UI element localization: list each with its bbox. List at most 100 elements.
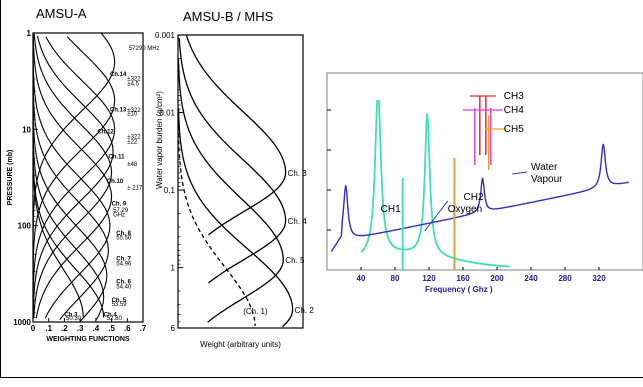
amsu-a-label-ch-9: Ch. 9 bbox=[112, 202, 127, 208]
spectrum-x-tick-label: 80 bbox=[391, 274, 400, 283]
amsu-a-y-tick-label: 10 bbox=[22, 125, 31, 134]
amsu-a-annotation: 53.59 bbox=[112, 302, 128, 308]
amsu-a-series-ch-13 bbox=[32, 36, 116, 274]
amsu-a-series-ch-14 bbox=[32, 32, 116, 236]
spectrum-x-tick-label: 320 bbox=[592, 274, 606, 283]
amsu-a-annotation: GHz bbox=[113, 212, 125, 218]
spectrum-series-oxygen-label: Oxygen bbox=[448, 204, 482, 215]
amsu-b-series-ch-4 bbox=[178, 38, 287, 284]
spectrum-x-tick-label: 40 bbox=[357, 274, 366, 283]
amsu-a-series-ch-3 bbox=[32, 144, 84, 318]
amsu-a-series-ch-11 bbox=[32, 35, 114, 320]
spectrum-channel-ch2-label: CH2 bbox=[464, 192, 484, 203]
amsu-a-label-ch-6: Ch. 6 bbox=[116, 280, 131, 286]
amsu-a-annotation: 54.40 bbox=[116, 285, 132, 291]
amsu-a-annotation: ±322 bbox=[127, 108, 141, 114]
amsu-b-y-tick-label: 0.1 bbox=[164, 186, 176, 195]
amsu-a-label-ch-5: Ch. 5 bbox=[112, 298, 127, 304]
amsu-a-y-tick-label: 100 bbox=[18, 222, 32, 231]
amsu-b-axes-frame bbox=[177, 34, 304, 329]
amsu-a-label-ch-14: Ch.14 bbox=[110, 72, 127, 78]
amsu-a-x-tick-label: 0 bbox=[31, 324, 36, 333]
amsu-b-series-ch-2 bbox=[177, 108, 294, 328]
spectrum-channel-ch4-label: CH4 bbox=[504, 105, 524, 116]
amsu-a-x-tick-label: .1 bbox=[45, 324, 52, 333]
spectrum-series-water-vapour-label: Water Vapour bbox=[531, 162, 563, 185]
amsu-a-label-ch-8: Ch. 8 bbox=[116, 231, 131, 237]
frame-bottom-border bbox=[0, 377, 643, 378]
amsu-a-label-ch-12: Ch.12 bbox=[97, 129, 114, 135]
amsu-b-label-ch-4: Ch. 4 bbox=[288, 217, 308, 226]
amsu-a-series-ch-10 bbox=[33, 33, 113, 317]
amsu-b-y-tick-label: 1 bbox=[171, 264, 176, 273]
amsu-b-label-ch-2: Ch. 2 bbox=[295, 306, 315, 315]
spectrum-x-axis-label: Frequency ( Ghz ) bbox=[425, 285, 493, 294]
amsu-a-annotation: ±10 bbox=[127, 112, 138, 118]
amsu-a-x-axis-label: WEIGHTING FUNCTIONS bbox=[46, 336, 130, 343]
amsu-a-axes-frame bbox=[32, 32, 144, 323]
amsu-a-series-ch-6 bbox=[32, 102, 108, 323]
amsu-a-label-ch-13: Ch.13 bbox=[110, 107, 127, 113]
spectrum-x-tick-label: 120 bbox=[422, 274, 436, 283]
amsu-b-y-tick-label: 0.01 bbox=[159, 109, 175, 118]
amsu-a-annotation: 54.96 bbox=[116, 262, 132, 268]
amsu-a-series-ch-12 bbox=[32, 36, 116, 303]
amsu-b-series-ch-5 bbox=[177, 58, 284, 323]
spectrum-x-tick-label: 160 bbox=[456, 274, 470, 283]
spectrum-series-oxygen bbox=[360, 100, 510, 268]
amsu-a-x-tick-label: .4 bbox=[93, 324, 100, 333]
amsu-b-label-ch-3: Ch. 3 bbox=[288, 169, 308, 178]
amsu-a-y-tick-label: 1000 bbox=[13, 318, 31, 327]
amsu-a-annotation: ±322 bbox=[127, 76, 141, 82]
amsu-b-y-axis-label: Water vapor burden (g/cm²) bbox=[155, 91, 164, 189]
amsu-a-label-ch-4: Ch.4 bbox=[104, 313, 118, 319]
amsu-b-x-axis-label: Weight (arbitrary units) bbox=[200, 340, 281, 349]
amsu-a-annotation: ± 217 bbox=[127, 185, 143, 191]
amsu-a-label-ch-10: Ch.10 bbox=[107, 179, 124, 185]
spectrum-series-water-vapour bbox=[330, 143, 629, 252]
amsu-a-annotation: ±22 bbox=[127, 139, 138, 145]
amsu-a-annotation: 52.80 bbox=[107, 316, 123, 322]
spectrum-x-tick-label: 240 bbox=[524, 274, 538, 283]
amsu-a-series-ch-9 bbox=[32, 34, 113, 319]
amsu-a-annotation: ±322 bbox=[127, 135, 141, 141]
amsu-b-y-tick-label: 6 bbox=[171, 324, 176, 333]
frame-left-border bbox=[0, 0, 1, 378]
amsu-b-y-tick-label: 0.001 bbox=[155, 31, 176, 40]
amsu-a-label-ch-3: Ch.3 bbox=[64, 313, 78, 319]
amsu-b-title: AMSU-B / MHS bbox=[183, 9, 274, 24]
amsu-b-series-ch-3 bbox=[185, 35, 287, 236]
amsu-b-label-ch-5: Ch. 5 bbox=[285, 256, 305, 265]
amsu-a-x-tick-label: .3 bbox=[77, 324, 84, 333]
amsu-a-x-tick-label: .6 bbox=[124, 324, 131, 333]
amsu-a-x-tick-label: .7 bbox=[140, 324, 147, 333]
amsu-a-annotation: 50.30 bbox=[66, 316, 82, 322]
spectrum-oxygen-leader bbox=[424, 200, 449, 232]
spectrum-x-tick-label: 200 bbox=[490, 274, 504, 283]
amsu-a-x-tick-label: .5 bbox=[108, 324, 115, 333]
spectrum-channel-ch3-label: CH3 bbox=[504, 91, 524, 102]
spectrum-water-vapour-label-part: Vapour bbox=[531, 174, 563, 185]
amsu-a-x-tick-label: .2 bbox=[61, 324, 68, 333]
amsu-a-title: AMSU-A bbox=[36, 6, 87, 21]
amsu-a-series-ch-7 bbox=[32, 76, 109, 320]
amsu-b-series-ch-1 bbox=[177, 126, 256, 327]
spectrum-water-vapour-label-part: Water bbox=[531, 162, 558, 173]
amsu-a-annotation: ±48 bbox=[127, 162, 138, 168]
amsu-a-annotation: 55.50 bbox=[116, 236, 132, 242]
amsu-b-label-ch-1: (Ch. 1) bbox=[243, 307, 268, 316]
amsu-a-y-axis-label: PRESSURE (mb) bbox=[7, 150, 14, 206]
amsu-a-label-ch-11: Ch.11 bbox=[108, 154, 125, 160]
spectrum-water-leader bbox=[512, 171, 527, 175]
spectrum-channel-ch1-label: CH1 bbox=[381, 204, 401, 215]
amsu-a-annotation: 57290 MHz bbox=[129, 46, 160, 52]
amsu-a-series-ch-5 bbox=[32, 123, 105, 321]
spectrum-x-tick-label: 280 bbox=[558, 274, 572, 283]
spectrum-channel-ch5-label: CH5 bbox=[504, 124, 524, 135]
amsu-a-annotation: 57.29 bbox=[113, 208, 129, 214]
amsu-a-y-tick-label: 1 bbox=[27, 29, 32, 38]
amsu-a-label-ch-7: Ch. 7 bbox=[116, 257, 131, 263]
